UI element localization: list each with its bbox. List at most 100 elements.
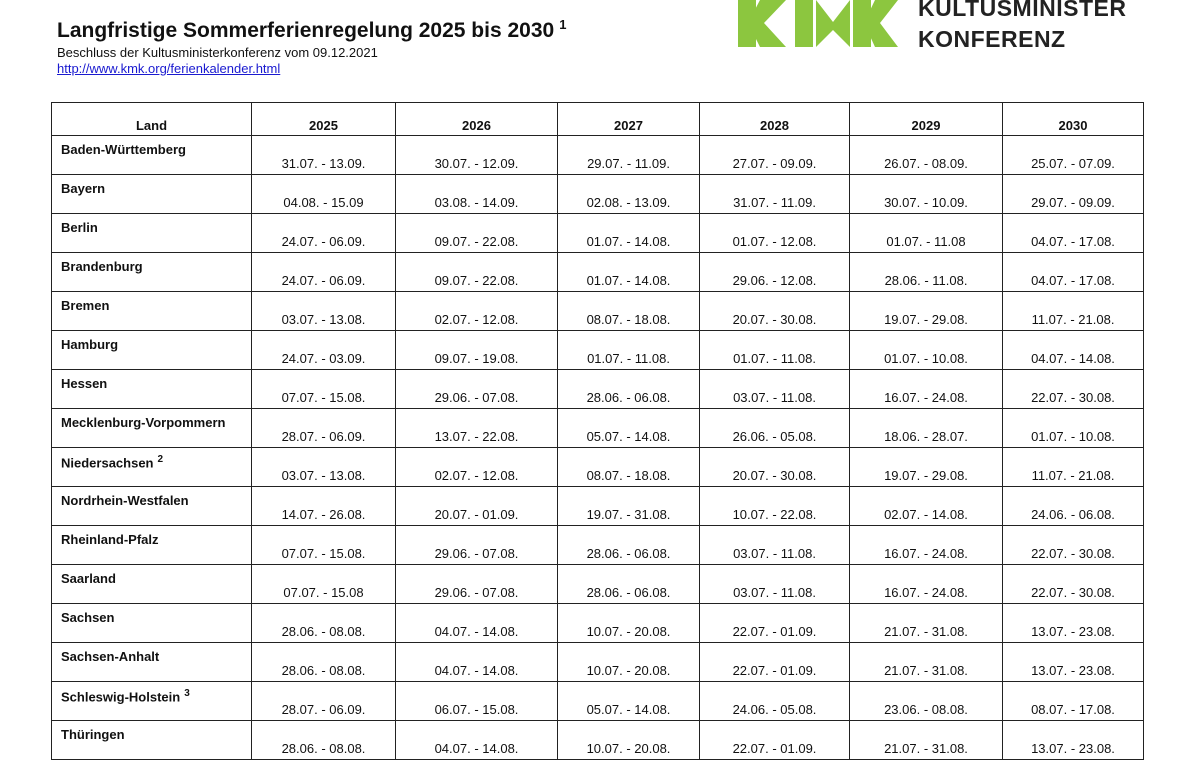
link[interactable]: http://www.kmk.org/ferienkalender.html [57, 61, 281, 76]
date-cell: 19.07. - 31.08. [557, 486, 700, 526]
date-cell: 24.07. - 06.09. [251, 252, 396, 292]
date-cell: 07.07. - 15.08. [251, 369, 396, 409]
date-cell: 29.06. - 07.08. [395, 564, 558, 604]
table-row: Sachsen-Anhalt 28.06. - 08.08. 04.07. - 14… [51, 642, 1144, 682]
date-cell: 20.07. - 30.08. [699, 291, 850, 331]
page: Langfristige Sommerferienregelung 2025 b… [51, 0, 1144, 760]
land-cell: Mecklenburg-Vorpommern [51, 408, 252, 448]
table-row: Brandenburg 24.07. - 06.09. 09.07. - 22.08… [51, 252, 1144, 292]
land-name: Bayern [61, 181, 106, 196]
land-cell: Baden-Württemberg [51, 135, 252, 175]
table-row: Hessen 07.07. - 15.08. 29.06. - 07.08. 28.0… [51, 369, 1144, 409]
table-row: Baden-Württemberg 31.07. - 13.09. 30.07. -… [51, 135, 1144, 175]
date-cell: 29.07. - 09.09. [1002, 174, 1144, 214]
land-cell: Rheinland-Pfalz [51, 525, 252, 565]
date-cell: 29.06. - 07.08. [395, 369, 558, 409]
land-name: Mecklenburg-Vorpommern [61, 415, 226, 430]
land-name: Bremen [61, 298, 110, 313]
column-header: 2026 [395, 102, 558, 136]
date-cell: 09.07. - 22.08. [395, 213, 558, 253]
logo [738, 0, 898, 47]
date-cell: 20.07. - 30.08. [699, 447, 850, 487]
date-cell: 27.07. - 09.09. [699, 135, 850, 175]
land-cell: Sachsen-Anhalt [51, 642, 252, 682]
date-cell: 22.07. - 01.09. [699, 642, 850, 682]
date-cell: 14.07. - 26.08. [251, 486, 396, 526]
land-name: Hamburg [61, 337, 119, 352]
date-cell: 13.07. - 23.08. [1002, 642, 1144, 682]
date-cell: 26.06. - 05.08. [699, 408, 850, 448]
land-name: Rheinland-Pfalz [61, 532, 159, 547]
land-cell: Brandenburg [51, 252, 252, 292]
date-cell: 04.07. - 14.08. [395, 603, 558, 643]
date-cell: 07.07. - 15.08 [251, 564, 396, 604]
date-cell: 01.07. - 11.08. [699, 330, 850, 370]
table-row: Berlin 24.07. - 06.09. 09.07. - 22.08. 01.0… [51, 213, 1144, 253]
logo-text: KULTUSMINISTER [918, 0, 1127, 21]
footnote-mark: 1 [559, 17, 567, 32]
land-name: Thüringen [61, 727, 125, 742]
logo-text: KONFERENZ [918, 26, 1066, 52]
date-cell: 03.07. - 13.08. [251, 447, 396, 487]
date-cell: 28.07. - 06.09. [251, 408, 396, 448]
date-cell: 01.07. - 10.08. [849, 330, 1003, 370]
date-cell: 22.07. - 01.09. [699, 720, 850, 760]
header-row: Land 2025 2026 2027 2028 2029 2030 [51, 102, 1144, 136]
date-cell: 16.07. - 24.08. [849, 369, 1003, 409]
date-cell: 29.06. - 12.08. [699, 252, 850, 292]
date-cell: 16.07. - 24.08. [849, 564, 1003, 604]
date-cell: 21.07. - 31.08. [849, 642, 1003, 682]
date-cell: 19.07. - 29.08. [849, 447, 1003, 487]
footnote-mark: 3 [184, 688, 190, 699]
column-header: 2029 [849, 102, 1003, 136]
date-cell: 11.07. - 21.08. [1002, 447, 1144, 487]
land-cell: Bremen [51, 291, 252, 331]
column-header: 2030 [1002, 102, 1144, 136]
date-cell: 01.07. - 14.08. [557, 213, 700, 253]
date-cell: 22.07. - 01.09. [699, 603, 850, 643]
table-row: Bremen 03.07. - 13.08. 02.07. - 12.08. 08.0… [51, 291, 1144, 331]
date-cell: 31.07. - 13.09. [251, 135, 396, 175]
date-cell: 20.07. - 01.09. [395, 486, 558, 526]
land-name: Sachsen-Anhalt [61, 649, 160, 664]
date-cell: 18.06. - 28.07. [849, 408, 1003, 448]
date-cell: 09.07. - 19.08. [395, 330, 558, 370]
date-cell: 03.07. - 11.08. [699, 369, 850, 409]
date-cell: 28.06. - 08.08. [251, 720, 396, 760]
date-cell: 05.07. - 14.08. [557, 681, 700, 721]
table-row: Bayern 04.08. - 15.09 03.08. - 14.09. 02.08… [51, 174, 1144, 214]
date-cell: 11.07. - 21.08. [1002, 291, 1144, 331]
land-cell: Bayern [51, 174, 252, 214]
land-name: Baden-Württemberg [61, 142, 186, 157]
column-header: Land [51, 102, 252, 136]
table-row: Nordrhein-Westfalen 14.07. - 26.08. 20.07.… [51, 486, 1144, 526]
date-cell: 08.07. - 17.08. [1002, 681, 1144, 721]
date-cell: 28.06. - 08.08. [251, 642, 396, 682]
date-cell: 28.06. - 08.08. [251, 603, 396, 643]
date-cell: 04.07. - 14.08. [395, 720, 558, 760]
land-name: Niedersachsen [61, 455, 154, 471]
date-cell: 24.07. - 03.09. [251, 330, 396, 370]
subtitle: Beschluss der Kultusministerkonferenz vo… [57, 45, 378, 60]
table-row: Niedersachsen 2 03.07. - 13.08. 02.07. - 12… [51, 447, 1144, 487]
title-text: Langfristige Sommerferienregelung 2025 b… [57, 19, 555, 42]
table-row: Hamburg 24.07. - 03.09. 09.07. - 19.08. 01.… [51, 330, 1144, 370]
date-cell: 21.07. - 31.08. [849, 603, 1003, 643]
date-cell: 24.07. - 06.09. [251, 213, 396, 253]
date-cell: 06.07. - 15.08. [395, 681, 558, 721]
table-row: Schleswig-Holstein 3 28.07. - 06.09. 06.07.… [51, 681, 1144, 721]
date-cell: 04.08. - 15.09 [251, 174, 396, 214]
land-name: Schleswig-Holstein [61, 689, 181, 705]
date-cell: 22.07. - 30.08. [1002, 369, 1144, 409]
date-cell: 04.07. - 17.08. [1002, 213, 1144, 253]
date-cell: 02.07. - 12.08. [395, 447, 558, 487]
land-cell: Niedersachsen 2 [51, 447, 252, 487]
land-cell: Berlin [51, 213, 252, 253]
land-cell: Schleswig-Holstein 3 [51, 681, 252, 721]
date-cell: 28.06. - 06.08. [557, 564, 700, 604]
table-row: Thüringen 28.06. - 08.08. 04.07. - 14.08. 1… [51, 720, 1144, 760]
land-name: Brandenburg [61, 259, 143, 274]
title: Langfristige Sommerferienregelung 2025 b… [57, 17, 566, 43]
date-cell: 09.07. - 22.08. [395, 252, 558, 292]
date-cell: 19.07. - 29.08. [849, 291, 1003, 331]
